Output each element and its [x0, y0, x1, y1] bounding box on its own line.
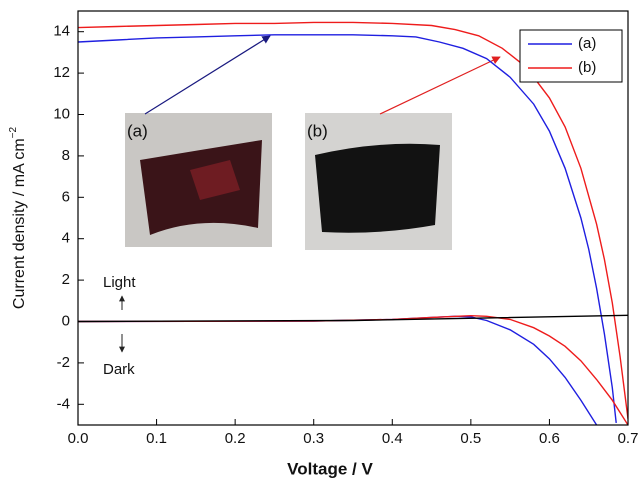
- x-tick-label: 0.1: [146, 430, 167, 447]
- x-tick-label: 0.0: [68, 430, 89, 447]
- inset-sample: [190, 160, 240, 200]
- y-axis-label-text: Current density / mA cm: [11, 138, 28, 309]
- annotation: Dark: [103, 361, 135, 378]
- series-line: [78, 315, 598, 425]
- x-tick-label: 0.5: [460, 430, 481, 447]
- annotation: Light: [103, 274, 136, 291]
- inset-sample: [315, 143, 440, 233]
- x-tick-label: 0.3: [303, 430, 324, 447]
- series-line: [78, 314, 628, 425]
- x-tick-label: 0.7: [618, 430, 639, 447]
- legend-box: [519, 29, 623, 83]
- legend-label: (a): [578, 35, 596, 52]
- y-tick-label: -4: [57, 395, 70, 412]
- x-tick-label: 0.4: [382, 430, 403, 447]
- inset-label: (a): [127, 121, 148, 140]
- plot-frame: [77, 10, 629, 426]
- y-tick-label: 0: [62, 312, 70, 329]
- x-axis-label: Voltage / V: [287, 459, 373, 478]
- x-tick-label: 0.6: [539, 430, 560, 447]
- y-axis-label-sup: −2: [8, 127, 19, 139]
- series-line: [78, 314, 628, 323]
- y-tick-label: 12: [53, 64, 70, 81]
- y-axis-label: Current density / mA cm−2: [8, 127, 29, 310]
- series-line: [78, 34, 617, 423]
- arrow: [144, 35, 271, 115]
- y-tick-label: 2: [62, 271, 70, 288]
- y-tick-label: 14: [53, 23, 70, 40]
- legend-label: (b): [578, 59, 596, 76]
- inset-label: (b): [307, 121, 328, 140]
- y-tick-label: 10: [53, 105, 70, 122]
- arrow: [379, 56, 501, 115]
- x-tick-label: 0.2: [225, 430, 246, 447]
- y-tick-label: 4: [62, 230, 70, 247]
- y-tick-label: 6: [62, 188, 70, 205]
- series-line: [78, 21, 628, 419]
- y-tick-label: -2: [57, 354, 70, 371]
- insets: (a) (b) Light Dark: [103, 35, 501, 378]
- y-tick-label: 8: [62, 147, 70, 164]
